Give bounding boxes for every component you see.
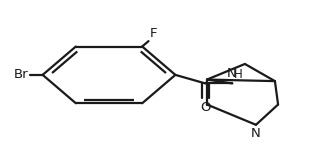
Text: N: N [227, 67, 236, 80]
Text: N: N [251, 127, 261, 140]
Text: F: F [150, 27, 158, 40]
Text: Br: Br [14, 68, 28, 81]
Text: H: H [234, 68, 243, 81]
Text: O: O [200, 101, 211, 114]
